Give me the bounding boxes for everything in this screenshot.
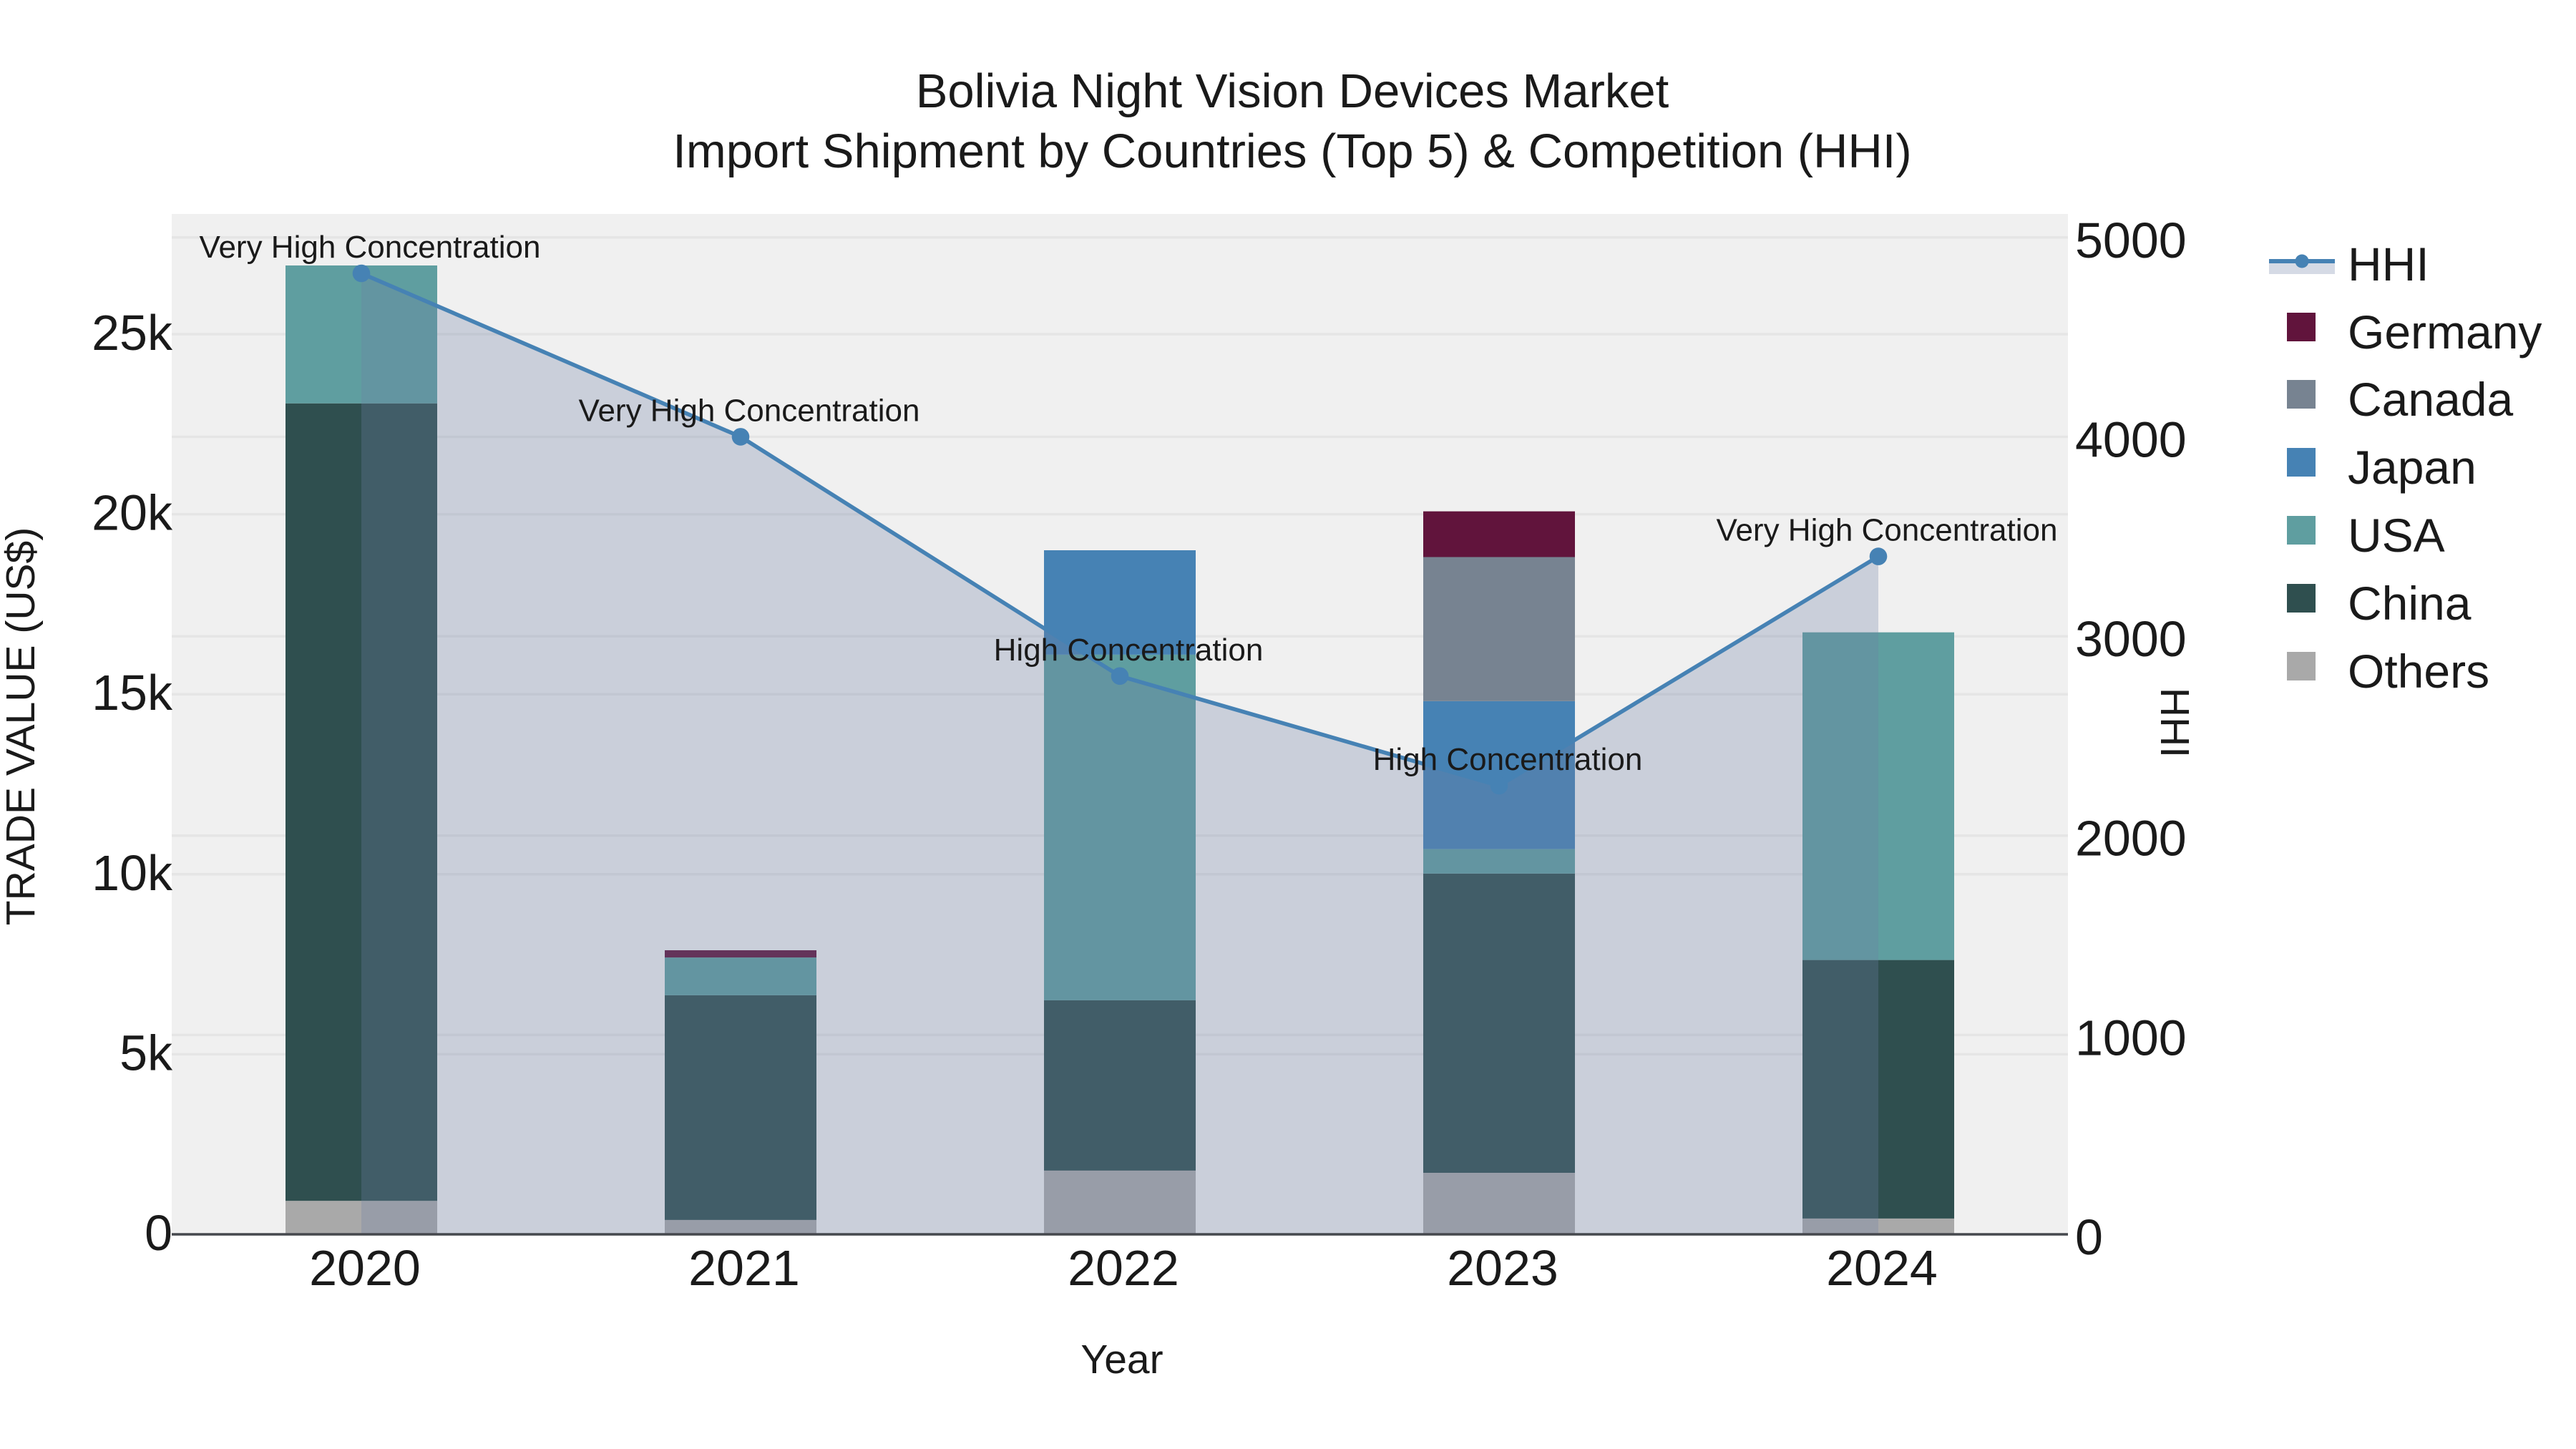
svg-text:HHI: HHI: [2348, 238, 2429, 291]
svg-text:High Concentration: High Concentration: [994, 633, 1264, 668]
svg-text:25k: 25k: [92, 305, 173, 361]
svg-text:Very High Concentration: Very High Concentration: [579, 393, 920, 428]
svg-text:2000: 2000: [2075, 811, 2187, 867]
svg-text:TRADE VALUE (US$): TRADE VALUE (US$): [0, 527, 44, 925]
svg-text:Import Shipment by Countries (: Import Shipment by Countries (Top 5) & C…: [673, 125, 1911, 178]
svg-text:Canada: Canada: [2348, 373, 2513, 426]
svg-text:Japan: Japan: [2348, 441, 2477, 494]
svg-text:0: 0: [145, 1205, 172, 1261]
svg-text:5000: 5000: [2075, 213, 2187, 268]
svg-text:2023: 2023: [1447, 1240, 1558, 1296]
svg-text:5k: 5k: [119, 1025, 173, 1080]
svg-text:Very High Concentration: Very High Concentration: [1717, 513, 2058, 548]
svg-text:2024: 2024: [1826, 1240, 1938, 1296]
svg-text:Year: Year: [1080, 1337, 1163, 1382]
svg-text:High Concentration: High Concentration: [1373, 742, 1643, 777]
svg-text:Others: Others: [2348, 645, 2489, 698]
svg-text:4000: 4000: [2075, 412, 2187, 468]
svg-text:2021: 2021: [688, 1240, 800, 1296]
svg-text:2020: 2020: [309, 1240, 421, 1296]
svg-text:Bolivia Night Vision Devices M: Bolivia Night Vision Devices Market: [916, 64, 1669, 118]
svg-text:USA: USA: [2348, 509, 2445, 562]
svg-text:1000: 1000: [2075, 1010, 2187, 1065]
svg-text:Germany: Germany: [2348, 306, 2542, 358]
svg-text:15k: 15k: [92, 665, 173, 721]
svg-text:0: 0: [2075, 1209, 2103, 1265]
svg-text:3000: 3000: [2075, 611, 2187, 667]
svg-text:20k: 20k: [92, 485, 173, 541]
svg-text:2022: 2022: [1068, 1240, 1179, 1296]
svg-text:10k: 10k: [92, 845, 173, 901]
svg-text:Very High Concentration: Very High Concentration: [200, 230, 541, 265]
svg-text:China: China: [2348, 577, 2472, 630]
svg-text:HHI: HHI: [2152, 688, 2197, 758]
